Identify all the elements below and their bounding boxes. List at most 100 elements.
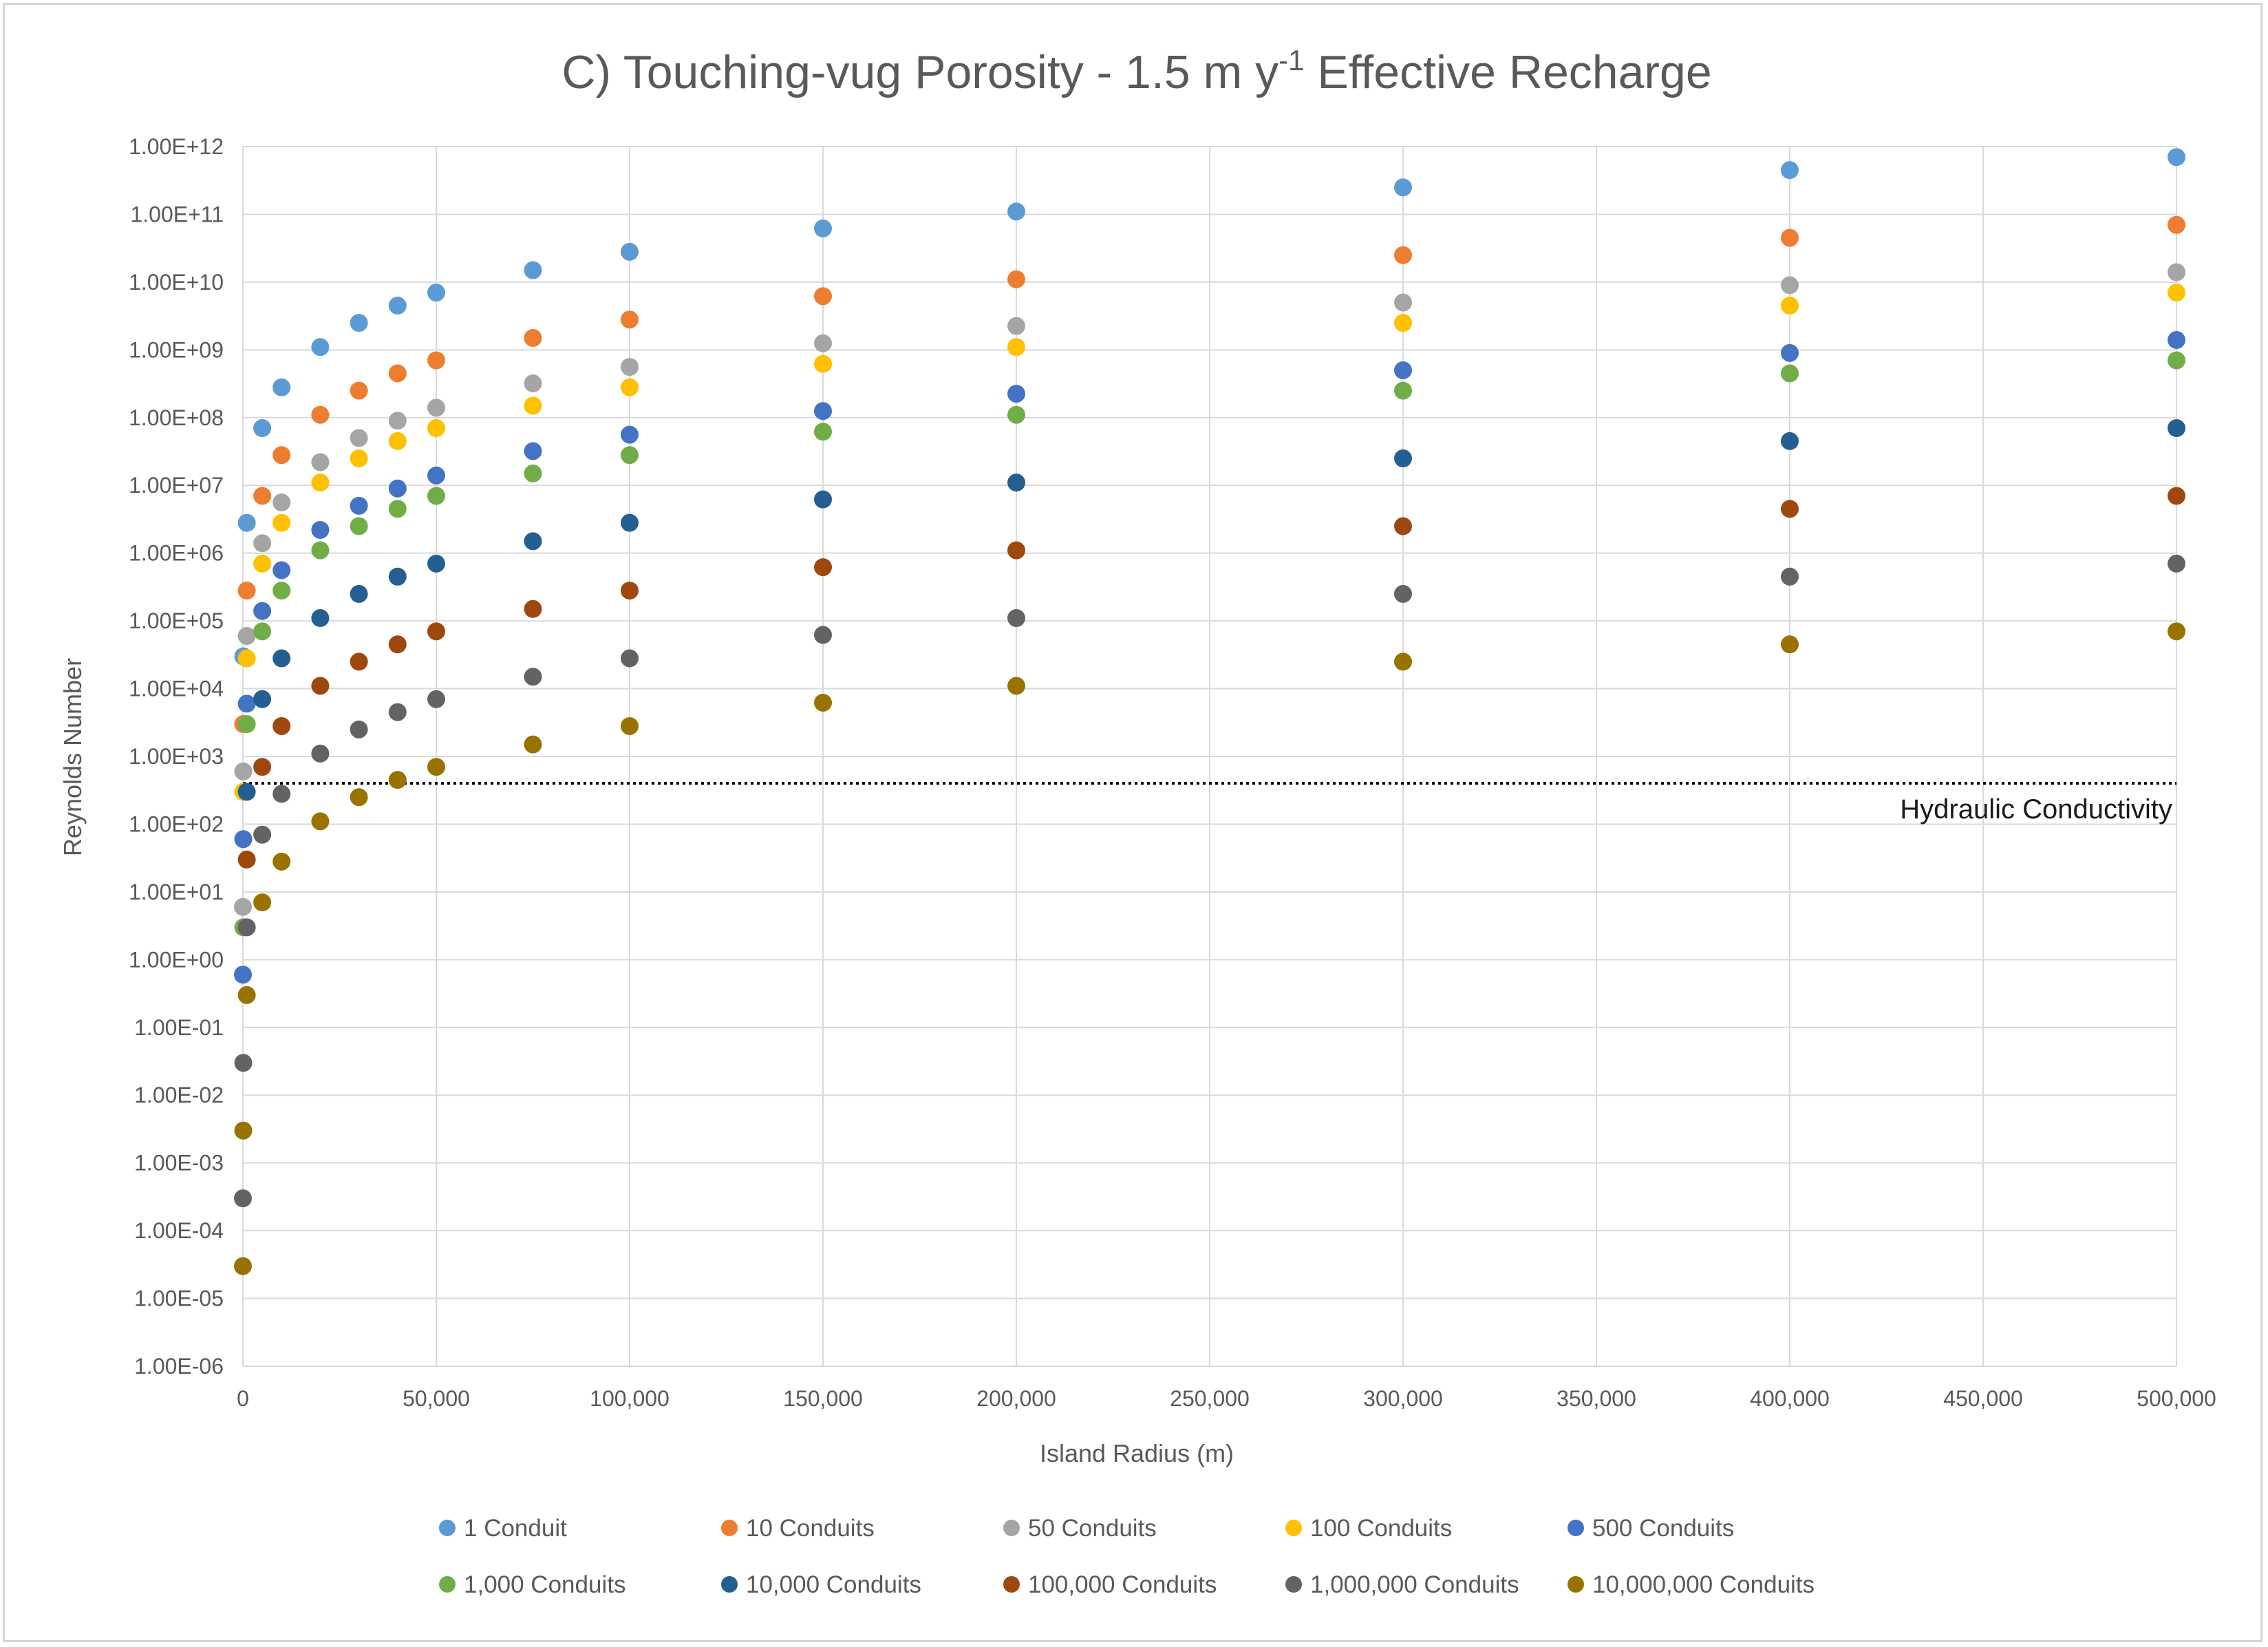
data-point bbox=[524, 374, 542, 393]
legend-item: 10,000,000 Conduits bbox=[1568, 1571, 1815, 1598]
data-point bbox=[311, 812, 330, 831]
legend-label: 500 Conduits bbox=[1592, 1515, 1734, 1542]
data-point bbox=[814, 423, 832, 441]
data-point bbox=[427, 466, 445, 485]
data-point bbox=[388, 635, 407, 654]
data-point bbox=[1394, 517, 1412, 535]
data-point bbox=[2168, 263, 2185, 281]
data-point bbox=[234, 1189, 252, 1208]
data-point bbox=[427, 622, 445, 641]
data-point bbox=[427, 284, 445, 302]
data-point bbox=[237, 783, 256, 801]
y-tick-label: 1.00E+02 bbox=[129, 811, 224, 836]
legend-label: 10 Conduits bbox=[746, 1515, 875, 1542]
data-point bbox=[388, 771, 407, 789]
data-point bbox=[427, 690, 445, 708]
data-point bbox=[621, 716, 639, 735]
data-point bbox=[350, 429, 368, 447]
data-point bbox=[272, 582, 291, 600]
data-point bbox=[2168, 487, 2185, 505]
data-point bbox=[1007, 270, 1025, 288]
data-point bbox=[388, 432, 407, 450]
data-point bbox=[524, 668, 542, 686]
legend-item: 10,000 Conduits bbox=[721, 1571, 921, 1598]
legend-marker bbox=[439, 1576, 456, 1593]
data-point bbox=[237, 715, 256, 734]
data-point bbox=[1007, 202, 1025, 221]
legend-item: 500 Conduits bbox=[1568, 1515, 1734, 1542]
data-point bbox=[388, 364, 407, 383]
data-point bbox=[1394, 361, 1412, 379]
hydraulic-conductivity-label: Hydraulic Conductivity bbox=[1900, 794, 2172, 825]
data-point bbox=[311, 453, 330, 471]
legend: 1 Conduit 10 Conduits 50 Conduits 100 Condu… bbox=[439, 1515, 1815, 1598]
data-point bbox=[272, 378, 291, 396]
legend-marker bbox=[1003, 1520, 1020, 1536]
x-axis-title: Island Radius (m) bbox=[1040, 1439, 1234, 1467]
data-point bbox=[2168, 351, 2185, 370]
data-point bbox=[621, 358, 639, 376]
chart-title: C) Touching-vug Porosity - 1.5 m y-1 Eff… bbox=[561, 44, 1711, 98]
data-point bbox=[814, 693, 832, 712]
data-point bbox=[524, 328, 542, 347]
data-point bbox=[388, 479, 407, 498]
data-point bbox=[2168, 330, 2185, 349]
data-point bbox=[388, 703, 407, 721]
data-point bbox=[1781, 229, 1799, 247]
data-point bbox=[234, 830, 253, 849]
x-tick-label: 0 bbox=[237, 1386, 249, 1411]
data-point bbox=[237, 582, 256, 600]
data-point bbox=[234, 1257, 252, 1275]
data-point bbox=[2168, 148, 2185, 167]
y-tick-label: 1.00E+08 bbox=[129, 405, 224, 430]
y-axis-title: Reynolds Number bbox=[58, 658, 87, 856]
data-point bbox=[237, 918, 256, 937]
data-point bbox=[1394, 584, 1412, 603]
legend-item: 1 Conduit bbox=[439, 1515, 567, 1542]
data-point bbox=[311, 474, 330, 492]
data-point bbox=[253, 622, 272, 641]
data-point bbox=[1007, 338, 1025, 357]
data-point bbox=[1007, 385, 1025, 403]
x-tick-label: 50,000 bbox=[403, 1386, 470, 1411]
legend-marker bbox=[721, 1576, 738, 1593]
x-tick-label: 200,000 bbox=[976, 1386, 1056, 1411]
data-point bbox=[621, 513, 639, 532]
data-point bbox=[1781, 276, 1799, 295]
legend-item: 100,000 Conduits bbox=[1003, 1571, 1217, 1598]
x-tick-label: 450,000 bbox=[1943, 1386, 2023, 1411]
y-tick-label: 1.00E-03 bbox=[134, 1151, 224, 1176]
data-point bbox=[350, 314, 368, 332]
series-8 bbox=[237, 487, 2185, 869]
data-point bbox=[350, 517, 368, 535]
legend-label: 10,000,000 Conduits bbox=[1592, 1571, 1815, 1598]
data-point bbox=[253, 602, 272, 620]
data-point bbox=[1781, 432, 1799, 450]
legend-marker bbox=[1003, 1576, 1020, 1593]
legend-item: 1,000,000 Conduits bbox=[1285, 1571, 1519, 1598]
data-point bbox=[2168, 284, 2185, 302]
data-point bbox=[253, 690, 272, 708]
legend-label: 10,000 Conduits bbox=[746, 1571, 921, 1598]
data-point bbox=[237, 513, 256, 532]
data-point bbox=[1781, 343, 1799, 362]
y-tick-label: 1.00E-01 bbox=[134, 1015, 224, 1040]
data-point bbox=[1781, 500, 1799, 518]
data-point bbox=[1394, 246, 1412, 264]
legend-item: 10 Conduits bbox=[721, 1515, 875, 1542]
data-point bbox=[524, 464, 542, 482]
data-point bbox=[272, 649, 291, 668]
series-5 bbox=[234, 330, 2185, 984]
gridlines bbox=[242, 146, 2177, 1367]
data-point bbox=[350, 496, 368, 515]
data-point bbox=[234, 762, 253, 780]
data-point bbox=[814, 354, 832, 373]
data-point bbox=[1781, 297, 1799, 315]
data-point bbox=[253, 825, 272, 844]
y-tick-label: 1.00E+00 bbox=[129, 947, 224, 972]
data-point bbox=[1007, 405, 1025, 424]
legend-label: 1,000,000 Conduits bbox=[1310, 1571, 1519, 1598]
data-point bbox=[1394, 178, 1412, 197]
y-tick-label: 1.00E+01 bbox=[129, 880, 224, 904]
